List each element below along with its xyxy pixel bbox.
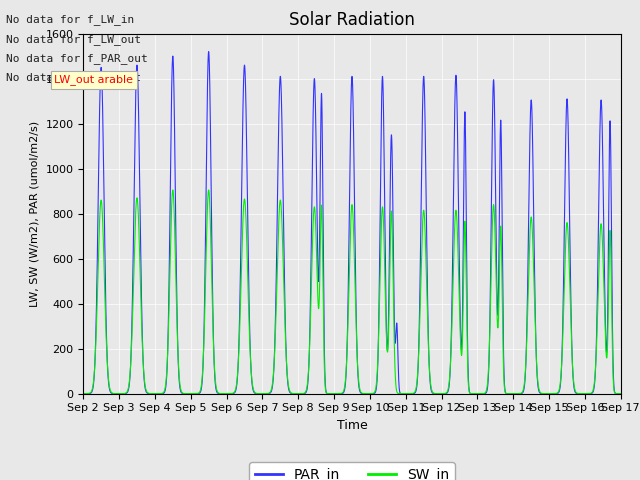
Text: No data for f_PAR_out: No data for f_PAR_out bbox=[6, 53, 148, 64]
Legend: PAR_in, SW_in: PAR_in, SW_in bbox=[250, 462, 454, 480]
X-axis label: Time: Time bbox=[337, 419, 367, 432]
Text: LW_out arable: LW_out arable bbox=[54, 74, 133, 85]
Title: Solar Radiation: Solar Radiation bbox=[289, 11, 415, 29]
Text: No data for f_LW_in: No data for f_LW_in bbox=[6, 14, 134, 25]
Text: No data for f_LW_out: No data for f_LW_out bbox=[6, 34, 141, 45]
Text: No data for f_SW_out: No data for f_SW_out bbox=[6, 72, 141, 83]
Y-axis label: LW, SW (W/m2), PAR (umol/m2/s): LW, SW (W/m2), PAR (umol/m2/s) bbox=[30, 120, 40, 307]
